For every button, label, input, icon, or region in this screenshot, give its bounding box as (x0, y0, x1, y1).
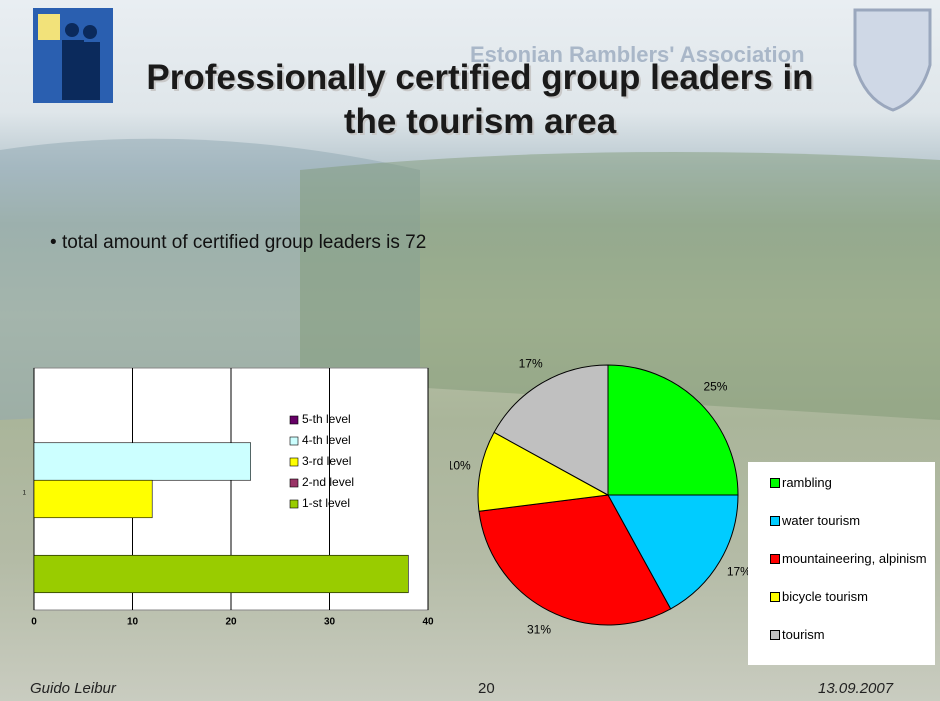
x-tick-label: 40 (422, 617, 434, 628)
legend-swatch (290, 416, 298, 424)
legend-swatch (290, 437, 298, 445)
legend-label: rambling (782, 475, 832, 490)
legend-entry: rambling (782, 476, 932, 490)
bar-chart: 0 10 20 30 40 1 5-th level 4-th level 3-rd level… (0, 360, 450, 660)
footer-author: Guido Leibur (30, 680, 116, 697)
footer-date: 13.09.2007 (818, 680, 893, 697)
legend-label: bicycle tourism (782, 589, 868, 604)
bar (34, 443, 251, 481)
x-tick-label: 10 (127, 617, 139, 628)
legend-entry: water tourism (782, 514, 932, 528)
pie-legend: rambling water tourism mountaineering, alp… (748, 462, 935, 665)
legend-entry: tourism (782, 628, 932, 642)
legend-swatch (290, 479, 298, 487)
legend-label: 5-th level (302, 412, 351, 426)
legend-label: 3-rd level (302, 454, 351, 468)
legend-label: 4-th level (302, 433, 351, 447)
legend-swatch (290, 458, 298, 466)
legend-swatch (770, 592, 780, 602)
x-tick-label: 0 (31, 617, 37, 628)
bar (34, 555, 408, 593)
legend-label: mountaineering, alpinism (782, 551, 927, 566)
data-label: 31% (527, 623, 551, 637)
slide-title: Professionally certified group leaders i… (120, 56, 840, 144)
pie-chart: 25% 17% 31% 10% 17% (450, 350, 750, 670)
legend-entry: mountaineering, alpinism (782, 552, 932, 566)
legend-entry: bicycle tourism (782, 590, 932, 604)
legend-label: tourism (782, 627, 825, 642)
legend-label: 1-st level (302, 496, 350, 510)
slide: Estonian Ramblers' Association Professio… (0, 0, 940, 701)
x-tick-label: 20 (225, 617, 237, 628)
legend-swatch (770, 630, 780, 640)
legend-label: 2-nd level (302, 475, 354, 489)
data-label: 25% (703, 380, 727, 394)
y-tick-label: 1 (23, 491, 27, 497)
legend-swatch (770, 516, 780, 526)
footer-page: 20 (478, 680, 495, 697)
x-tick-label: 30 (324, 617, 336, 628)
legend-swatch (770, 478, 780, 488)
legend-swatch (770, 554, 780, 564)
legend-swatch (290, 500, 298, 508)
bullet: • total amount of certified group leader… (50, 232, 426, 254)
data-label: 10% (450, 459, 471, 473)
bullet-text: total amount of certified group leaders … (62, 232, 426, 253)
data-label: 17% (727, 565, 750, 579)
legend-label: water tourism (782, 513, 860, 528)
data-label: 17% (519, 356, 543, 370)
bar (34, 480, 152, 518)
